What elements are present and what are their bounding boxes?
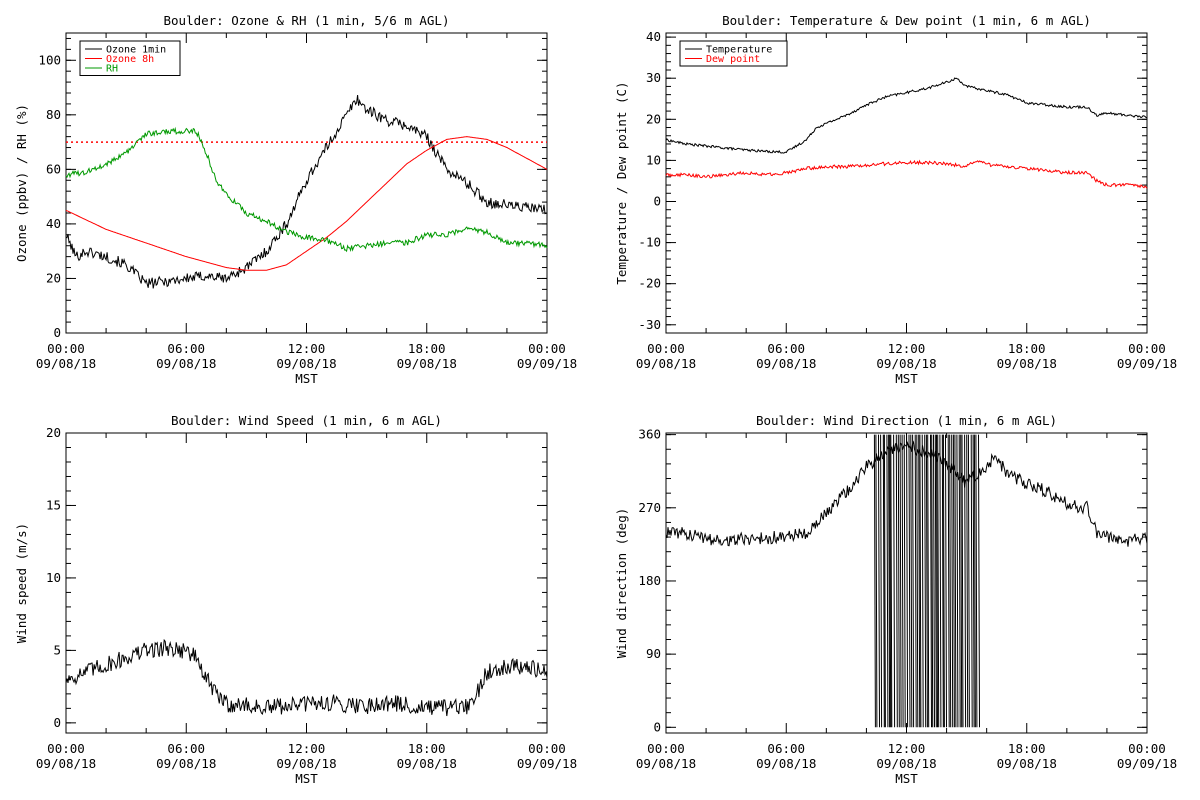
x-tick-date: 09/08/18 [36, 756, 96, 771]
legend-label: Temperature [706, 45, 772, 56]
x-tick-label: 18:00 [1008, 341, 1046, 356]
legend-label: Ozone 1min [106, 45, 166, 56]
y-tick-label: -20 [638, 276, 661, 291]
y-tick-label: 270 [638, 500, 661, 515]
legend-label: Ozone 8h [106, 54, 154, 65]
y-tick-label: 80 [46, 107, 61, 122]
y-tick-label: 15 [46, 497, 61, 512]
chart-title: Boulder: Wind Direction (1 min, 6 m AGL) [756, 413, 1057, 428]
y-tick-label: 5 [53, 642, 61, 657]
x-tick-label: 18:00 [408, 741, 446, 756]
x-tick-date: 09/08/18 [876, 356, 936, 371]
series-line-1 [665, 440, 1148, 547]
wrap-spikes [873, 434, 980, 728]
chart-panel-4: Boulder: Wind Direction (1 min, 6 m AGL)… [614, 413, 1177, 786]
x-tick-label: 00:00 [647, 741, 685, 756]
x-tick-label: 00:00 [528, 741, 566, 756]
series-line-1 [665, 77, 1148, 154]
y-tick-label: 0 [653, 193, 661, 208]
chart-title: Boulder: Ozone & RH (1 min, 5/6 m AGL) [164, 13, 450, 28]
y-tick-label: 0 [53, 325, 61, 340]
y-tick-label: 180 [638, 573, 661, 588]
plot-frame [665, 32, 1148, 334]
y-axis-label: Temperature / Dew point (C) [614, 81, 629, 284]
x-tick-label: 00:00 [1128, 341, 1166, 356]
x-tick-label: 00:00 [47, 741, 85, 756]
chart-panel-3: Boulder: Wind Speed (1 min, 6 m AGL) 0 5 10… [14, 413, 577, 786]
x-tick-label: 18:00 [1008, 741, 1046, 756]
y-tick-label: -30 [638, 317, 661, 332]
legend-box [679, 40, 788, 67]
x-tick-date: 09/08/18 [156, 356, 216, 371]
series-line-2 [665, 159, 1148, 189]
series-line-1 [65, 95, 548, 289]
legend-label: RH [106, 64, 118, 75]
x-tick-date: 09/08/18 [397, 756, 457, 771]
y-axis-label: Ozone (ppbv) / RH (%) [14, 104, 29, 262]
chart-title: Boulder: Wind Speed (1 min, 6 m AGL) [171, 413, 442, 428]
x-tick-label: 06:00 [767, 341, 805, 356]
y-tick-label: 0 [53, 715, 61, 730]
legend-label: Dew point [706, 54, 760, 65]
x-axis-label: MST [295, 371, 318, 386]
chart-title: Boulder: Temperature & Dew point (1 min,… [722, 13, 1091, 28]
x-tick-date: 09/08/18 [636, 756, 696, 771]
x-axis-label: MST [895, 771, 918, 786]
y-tick-label: 30 [646, 70, 661, 85]
y-tick-label: 100 [38, 52, 61, 67]
series-line-3 [65, 126, 548, 253]
x-tick-date: 09/09/18 [1117, 356, 1177, 371]
x-tick-date: 09/08/18 [397, 356, 457, 371]
x-tick-date: 09/08/18 [876, 756, 936, 771]
x-tick-label: 06:00 [167, 741, 205, 756]
x-tick-date: 09/08/18 [756, 356, 816, 371]
x-tick-date: 09/08/18 [997, 756, 1057, 771]
y-tick-label: -10 [638, 235, 661, 250]
y-tick-label: 90 [646, 646, 661, 661]
y-tick-label: 20 [646, 111, 661, 126]
y-tick-label: 60 [46, 161, 61, 176]
x-tick-date: 09/08/18 [276, 756, 336, 771]
x-tick-date: 09/08/18 [636, 356, 696, 371]
x-tick-label: 18:00 [408, 341, 446, 356]
x-tick-label: 00:00 [528, 341, 566, 356]
x-tick-label: 12:00 [888, 341, 926, 356]
x-tick-date: 09/08/18 [276, 356, 336, 371]
x-tick-label: 06:00 [767, 741, 805, 756]
x-tick-label: 12:00 [288, 741, 326, 756]
x-tick-date: 09/08/18 [36, 356, 96, 371]
series-line-2 [65, 136, 548, 271]
x-tick-date: 09/09/18 [1117, 756, 1177, 771]
chart-panel-2: Boulder: Temperature & Dew point (1 min,… [614, 13, 1177, 386]
x-tick-date: 09/09/18 [517, 356, 577, 371]
x-tick-label: 00:00 [47, 341, 85, 356]
y-tick-label: 20 [46, 270, 61, 285]
series-line-1 [65, 638, 548, 717]
y-tick-label: 10 [646, 152, 661, 167]
y-tick-label: 40 [46, 216, 61, 231]
y-tick-label: 20 [46, 425, 61, 440]
y-tick-label: 0 [653, 719, 661, 734]
x-tick-label: 06:00 [167, 341, 205, 356]
x-tick-label: 00:00 [647, 341, 685, 356]
plot-frame [65, 432, 548, 734]
y-axis-label: Wind direction (deg) [614, 508, 629, 659]
x-tick-label: 12:00 [288, 341, 326, 356]
y-tick-label: 40 [646, 29, 661, 44]
y-axis-label: Wind speed (m/s) [14, 523, 29, 643]
x-tick-label: 12:00 [888, 741, 926, 756]
x-axis-label: MST [895, 371, 918, 386]
x-tick-date: 09/08/18 [756, 756, 816, 771]
x-tick-date: 09/08/18 [156, 756, 216, 771]
chart-panel-1: Boulder: Ozone & RH (1 min, 5/6 m AGL) 0 2… [14, 13, 577, 386]
y-tick-label: 360 [638, 427, 661, 442]
x-tick-date: 09/09/18 [517, 756, 577, 771]
x-tick-label: 00:00 [1128, 741, 1166, 756]
x-axis-label: MST [295, 771, 318, 786]
y-tick-label: 10 [46, 570, 61, 585]
x-tick-date: 09/08/18 [997, 356, 1057, 371]
